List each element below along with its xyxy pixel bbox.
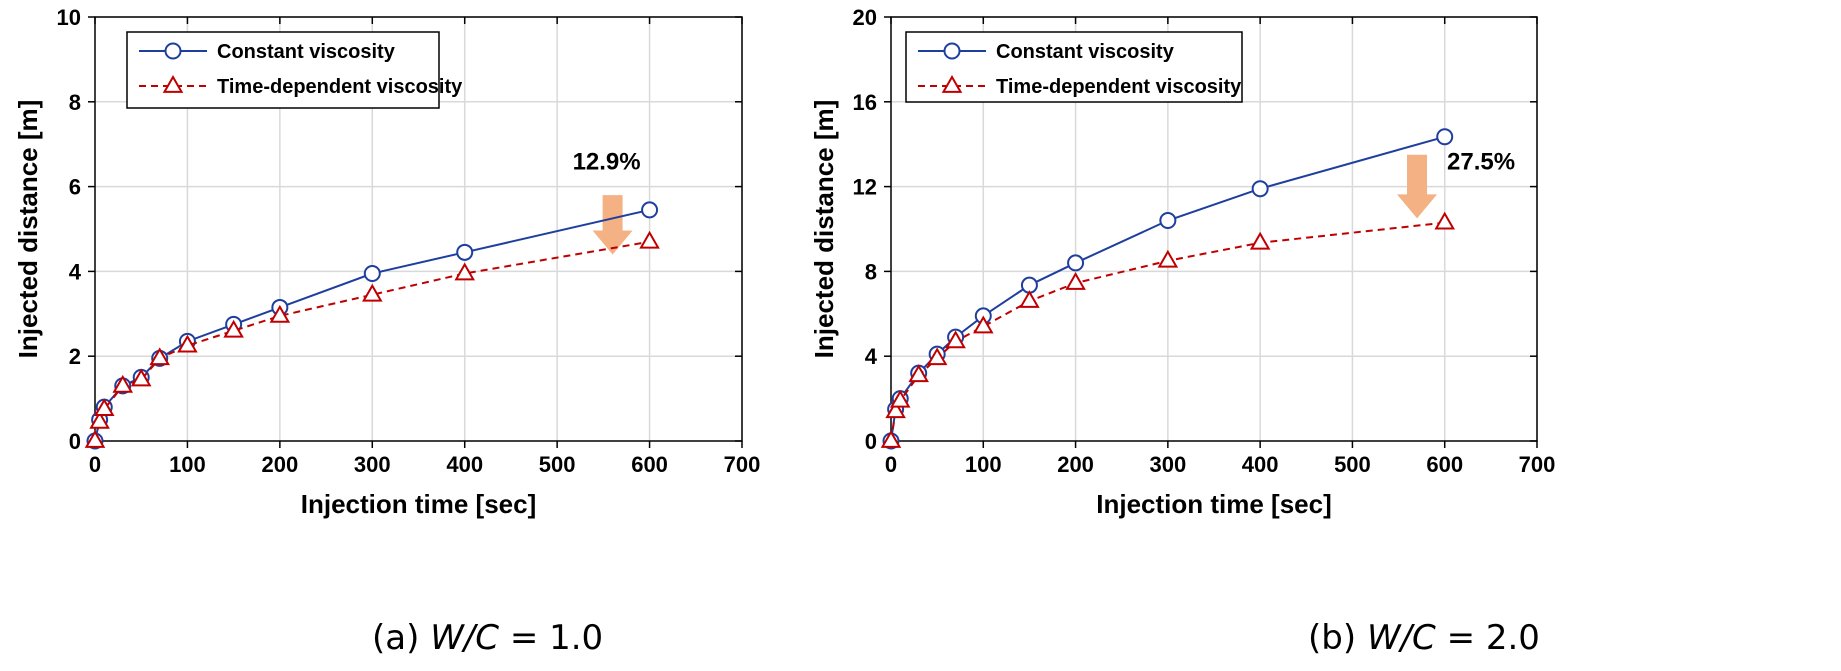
chart-a-point-triangle <box>223 319 244 338</box>
chart-b-xtick-label: 300 <box>1149 452 1186 477</box>
chart-a-xtick-label: 700 <box>724 452 761 477</box>
chart-b-xtick-label: 200 <box>1057 452 1094 477</box>
chart-b-point-triangle <box>926 347 948 366</box>
chart-b-ytick-label: 4 <box>865 344 878 369</box>
chart-a-ytick-label: 8 <box>69 90 81 115</box>
chart-b-xtick-label: 700 <box>1519 452 1556 477</box>
chart-b-y-axis-title: Injected distance [m] <box>809 100 839 359</box>
chart-b-point-triangle <box>880 429 902 448</box>
chart-b-ytick-label: 20 <box>853 5 877 30</box>
chart-a-point-triangle <box>149 347 170 366</box>
chart-a-point-triangle <box>639 230 660 249</box>
chart-a-xtick-label: 600 <box>631 452 668 477</box>
chart-a-point-triangle <box>130 368 152 387</box>
chart-b-ytick-label: 16 <box>853 90 877 115</box>
chart-a-point-circle <box>641 201 659 219</box>
chart-a-y-axis-title: Injected distance [m] <box>13 100 43 359</box>
chart-a-legend: Constant viscosity Time-dependent viscosi… <box>126 31 463 109</box>
chart-b-xtick-label: 400 <box>1242 452 1279 477</box>
chart-b-point-triangle <box>1249 231 1271 250</box>
chart-b-legend: Constant viscosity Time-dependent viscosi… <box>905 31 1243 103</box>
chart-b-xtick-label: 0 <box>885 452 897 477</box>
chart-b-legend-marker-triangle <box>941 74 963 93</box>
chart-a-xtick-label: 300 <box>354 452 391 477</box>
chart-b-point-triangle <box>1019 290 1040 308</box>
chart-b-point-triangle <box>885 400 906 419</box>
chart-b-point-triangle <box>908 364 929 383</box>
chart-b-xtick-label: 600 <box>1426 452 1463 477</box>
chart-a-legend-label: Constant viscosity <box>217 41 396 63</box>
chart-a-xtick-label: 400 <box>446 452 483 477</box>
chart-a-point-triangle <box>84 429 106 448</box>
chart-a-point-triangle <box>89 410 110 429</box>
chart-b-ytick-label: 12 <box>853 175 877 200</box>
chart-b-point-triangle <box>973 315 994 334</box>
chart-a-legend-marker-circle <box>164 42 182 60</box>
chart-a-legend-marker-triangle <box>162 74 184 93</box>
chart-b-point-triangle <box>1434 211 1455 230</box>
chart-a-ytick-label: 2 <box>69 344 81 369</box>
chart-a-xtick-label: 200 <box>261 452 298 477</box>
chart-a-point-circle <box>456 243 474 261</box>
chart-a-series-time-dependent-viscosity <box>84 230 660 448</box>
chart-b-legend-label: Constant viscosity <box>996 41 1175 63</box>
chart-b-point-triangle <box>1157 249 1179 268</box>
chart-b-legend-box <box>905 31 1243 103</box>
chart-b-legend-label: Time-dependent viscosity <box>996 76 1242 98</box>
chart-a: 0 100 200 300 400 500 600 700 0 2 4 6 8 10 Injection t… <box>13 5 761 519</box>
caption-a-prefix: (a) <box>372 618 420 658</box>
chart-a-plot-frame <box>94 16 743 442</box>
caption-b-prefix: (b) <box>1308 618 1357 658</box>
chart-b-xtick-label: 500 <box>1334 452 1371 477</box>
chart-a-ytick-label: 0 <box>69 429 81 454</box>
chart-b-point-circle <box>1436 128 1454 146</box>
chart-a-reduction-label: 12.9% <box>573 149 641 176</box>
chart-a-point-triangle <box>112 374 134 393</box>
chart-b-ytick-label: 0 <box>865 429 877 454</box>
chart-a-point-triangle <box>269 304 291 323</box>
chart-panel-a: 0 100 200 300 400 500 600 700 0 2 4 6 8 10 Injection t… <box>0 0 920 671</box>
chart-b-ytick-label: 8 <box>865 259 877 284</box>
chart-a-legend-box <box>126 31 440 109</box>
chart-a-xtick-label: 0 <box>89 452 101 477</box>
caption-a-rest: = 1.0 <box>499 618 604 658</box>
chart-a-point-triangle <box>177 334 198 353</box>
chart-a-reduction-arrow <box>592 195 633 255</box>
chart-a-x-axis-title: Injection time [sec] <box>301 489 537 519</box>
chart-panel-b: 0 100 200 300 400 500 600 700 0 4 8 12 16 20 Injection… <box>809 0 1840 671</box>
chart-b-point-circle <box>1067 254 1085 272</box>
chart-b-plot-frame <box>890 16 1538 442</box>
chart-b: 0 100 200 300 400 500 600 700 0 4 8 12 16 20 Injection… <box>809 5 1555 519</box>
chart-a-point-triangle <box>362 283 383 302</box>
caption-b-rest: = 2.0 <box>1435 618 1540 658</box>
chart-b-point-circle <box>1251 180 1269 198</box>
chart-b-point-circle <box>1159 212 1177 230</box>
chart-a-point-triangle <box>93 398 115 417</box>
chart-b-point-triangle <box>889 389 911 408</box>
chart-a-xtick-label: 500 <box>539 452 576 477</box>
chart-b-xtick-label: 100 <box>965 452 1002 477</box>
caption-b-variable: W/C <box>1366 618 1436 658</box>
chart-a-ytick-label: 10 <box>57 5 81 30</box>
chart-b-x-axis-title: Injection time [sec] <box>1096 489 1332 519</box>
chart-b-reduction-arrow <box>1397 154 1438 219</box>
chart-b-content: 0 100 200 300 400 500 600 700 0 4 8 12 16 20 Injection… <box>809 5 1555 519</box>
caption-a: (a) W/C = 1.0 <box>372 618 603 658</box>
chart-b-legend-marker-circle <box>943 42 961 60</box>
chart-a-ytick-label: 4 <box>69 259 82 284</box>
chart-a-point-triangle <box>454 262 475 281</box>
chart-b-point-triangle <box>945 330 966 349</box>
chart-a-point-circle <box>363 265 381 283</box>
caption-a-variable: W/C <box>430 618 500 658</box>
chart-b-series-time-dependent-viscosity <box>880 211 1455 448</box>
caption-b: (b) W/C = 2.0 <box>1308 618 1540 658</box>
chart-b-reduction-label: 27.5% <box>1447 149 1515 176</box>
chart-a-ytick-label: 6 <box>69 175 81 200</box>
chart-b-point-triangle <box>1065 272 1086 290</box>
chart-a-xtick-label: 100 <box>169 452 206 477</box>
chart-a-legend-label: Time-dependent viscosity <box>217 76 463 98</box>
